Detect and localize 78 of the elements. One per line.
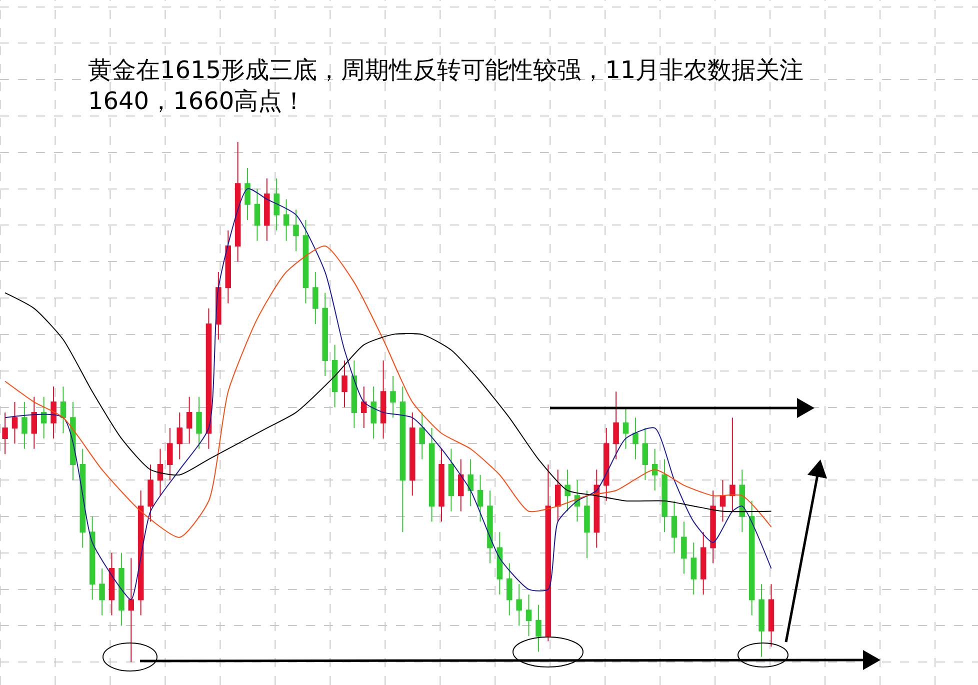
candlestick <box>506 562 512 616</box>
candlestick <box>613 391 619 460</box>
candlestick <box>60 386 66 434</box>
candlestick <box>342 360 348 408</box>
candlestick <box>458 458 464 512</box>
candlestick <box>50 386 56 439</box>
candlestick <box>332 344 338 408</box>
candlestick <box>690 542 697 595</box>
candlestick <box>758 584 764 658</box>
candlestick <box>12 402 18 444</box>
candlestick <box>254 188 260 242</box>
candlestick <box>31 396 38 450</box>
candlestick <box>138 490 144 616</box>
candlestick <box>274 178 280 231</box>
candlestick <box>167 428 173 481</box>
candlestick <box>496 532 503 595</box>
candlestick <box>370 386 376 439</box>
candlestick <box>400 386 406 533</box>
candlestick <box>438 448 444 522</box>
candlestick <box>536 604 542 652</box>
candlestick <box>22 402 28 450</box>
candlestick <box>148 464 154 522</box>
candlestick <box>622 406 629 450</box>
candlestick <box>196 396 202 450</box>
candlestick <box>186 396 192 444</box>
candlestick <box>681 521 687 574</box>
candlestick <box>234 141 241 262</box>
candlestick <box>428 428 435 522</box>
candlestick <box>419 412 425 460</box>
candlestick <box>642 428 648 481</box>
candlestick <box>312 272 318 325</box>
candlestick <box>554 469 561 522</box>
candlestick <box>361 386 367 429</box>
candlestick <box>748 500 755 616</box>
candlestick <box>302 220 309 304</box>
candlestick <box>80 448 86 548</box>
candlestick <box>264 178 270 242</box>
chart-title: 黄金在1615形成三底，周期性反转可能性较强，11月非农数据关注 1640，1660高点！ <box>88 56 804 116</box>
candlestick <box>157 448 164 496</box>
candlestick <box>40 396 47 439</box>
candlestick <box>225 230 231 304</box>
candlestick <box>128 558 134 663</box>
candlestick <box>584 490 590 559</box>
candlestick <box>410 412 416 496</box>
candlestick <box>720 480 726 522</box>
candlestick <box>545 464 552 642</box>
candlestick <box>710 490 716 564</box>
candlestick <box>108 552 115 616</box>
candlestick <box>351 360 358 429</box>
candlestick <box>206 308 212 450</box>
candlestick <box>652 448 658 491</box>
candlestick <box>380 360 386 439</box>
candlestick <box>662 458 668 533</box>
candlestick <box>730 417 736 512</box>
candlestick <box>176 412 182 460</box>
candlestick <box>283 198 290 242</box>
candlestick <box>293 209 299 252</box>
candlestick <box>99 568 105 616</box>
candlestick <box>487 490 493 564</box>
candlestick <box>89 516 96 600</box>
candlestick <box>390 376 396 418</box>
candlestick <box>739 469 746 533</box>
candlestick <box>118 552 124 626</box>
candlestick <box>671 500 678 554</box>
candlestick <box>564 469 570 512</box>
candlestick <box>468 458 474 507</box>
candlestick <box>477 474 484 522</box>
candlestick <box>594 469 600 548</box>
candlestick <box>603 428 610 502</box>
candlestick <box>700 532 706 595</box>
candlestick <box>516 584 522 626</box>
candlestick <box>526 594 532 637</box>
candlestick <box>448 448 454 512</box>
candlestick <box>244 168 250 221</box>
candlestick <box>768 584 774 648</box>
candlestick <box>2 412 8 455</box>
candlestick <box>322 292 328 377</box>
candlestick <box>632 417 638 460</box>
